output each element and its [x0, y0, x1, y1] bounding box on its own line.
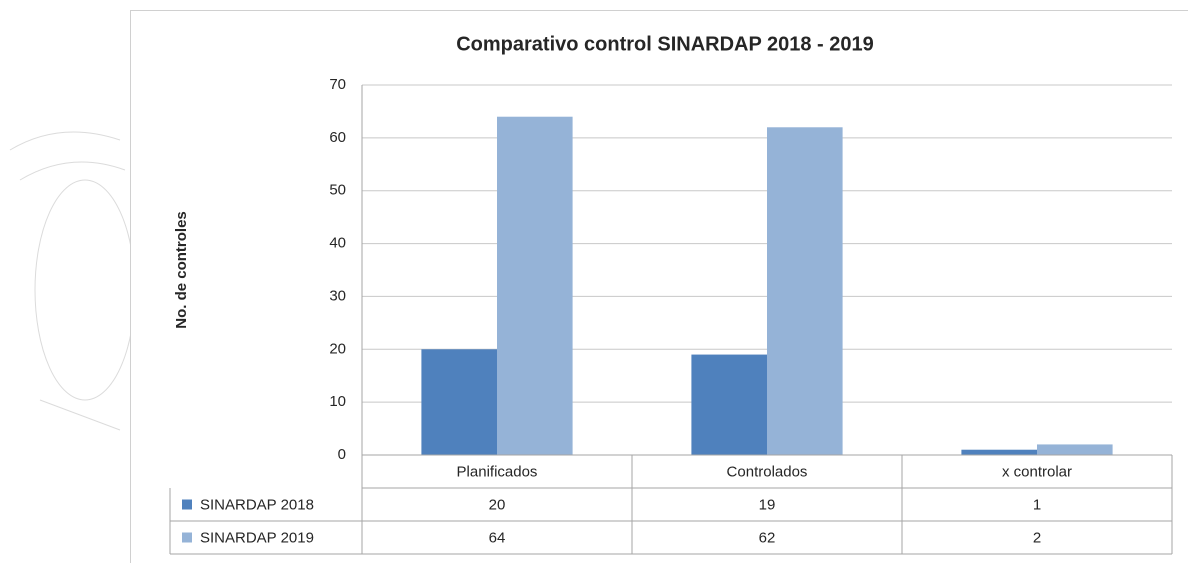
table-value: 19 — [759, 496, 776, 513]
chart: Comparativo control SINARDAP 2018 - 2019… — [0, 0, 1188, 563]
chart-title: Comparativo control SINARDAP 2018 - 2019 — [456, 33, 874, 55]
watermark-lines — [10, 132, 125, 430]
y-tick-label: 30 — [329, 287, 346, 304]
y-tick-label: 50 — [329, 182, 346, 199]
y-tick-label: 0 — [338, 446, 346, 463]
table-value: 2 — [1033, 529, 1041, 546]
watermark-shape — [35, 180, 135, 400]
y-tick-label: 20 — [329, 340, 346, 357]
y-tick-label: 40 — [329, 235, 346, 252]
bar — [691, 355, 767, 455]
table-value: 1 — [1033, 496, 1041, 513]
table-value: 64 — [489, 529, 506, 546]
y-axis-label: No. de controles — [173, 211, 190, 329]
bar — [1037, 444, 1113, 455]
bar — [961, 450, 1037, 455]
y-tick-label: 10 — [329, 393, 346, 410]
bar — [497, 117, 573, 455]
x-tick-label: Planificados — [457, 463, 538, 480]
watermark — [10, 132, 135, 430]
y-tick-label: 60 — [329, 129, 346, 146]
y-tick-label: 70 — [329, 76, 346, 93]
table-value: 62 — [759, 529, 776, 546]
legend-key — [182, 500, 192, 510]
legend-label: SINARDAP 2018 — [200, 496, 314, 513]
legend-label: SINARDAP 2019 — [200, 529, 314, 546]
legend-key — [182, 533, 192, 543]
page: Comparativo control SINARDAP 2018 - 2019… — [0, 0, 1188, 563]
bar — [767, 127, 843, 455]
bar — [421, 349, 497, 455]
table-value: 20 — [489, 496, 506, 513]
x-tick-label: Controlados — [727, 463, 808, 480]
x-tick-label: x controlar — [1002, 463, 1072, 480]
